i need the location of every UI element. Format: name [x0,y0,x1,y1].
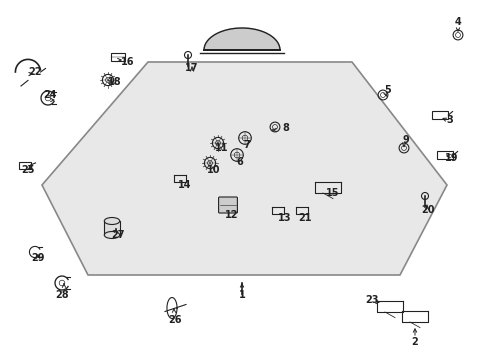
Text: 20: 20 [420,205,434,215]
Text: 29: 29 [31,253,45,263]
Text: 6: 6 [236,157,243,167]
Text: 23: 23 [365,295,378,305]
Text: 12: 12 [225,210,238,220]
Text: 9: 9 [402,135,408,145]
Text: 4: 4 [454,17,461,27]
Text: 15: 15 [325,188,339,198]
Text: 26: 26 [168,315,182,325]
Text: 21: 21 [298,213,311,223]
Ellipse shape [104,231,120,238]
Text: 16: 16 [121,57,135,67]
Text: 22: 22 [28,67,41,77]
Text: 11: 11 [215,143,228,153]
Text: 25: 25 [21,165,35,175]
Text: 8: 8 [282,123,289,133]
Text: 17: 17 [185,63,198,73]
Text: 5: 5 [384,85,390,95]
FancyBboxPatch shape [218,197,237,213]
Bar [104,221,120,235]
Text: 28: 28 [55,290,69,300]
Polygon shape [42,62,446,275]
Text: 27: 27 [111,230,124,240]
Text: 13: 13 [278,213,291,223]
Bar [436,151,452,159]
Text: 24: 24 [43,90,57,100]
Text: 10: 10 [207,165,220,175]
Bar [20,162,31,168]
Text: 14: 14 [178,180,191,190]
Text: 3: 3 [446,115,452,125]
Bar [111,53,125,61]
Text: 1: 1 [238,290,245,300]
Text: 7: 7 [243,140,250,150]
Text: 18: 18 [108,77,122,87]
Text: 19: 19 [445,153,458,163]
Text: 2: 2 [411,337,418,347]
Ellipse shape [104,217,120,225]
Polygon shape [203,28,280,50]
Bar [431,111,447,119]
